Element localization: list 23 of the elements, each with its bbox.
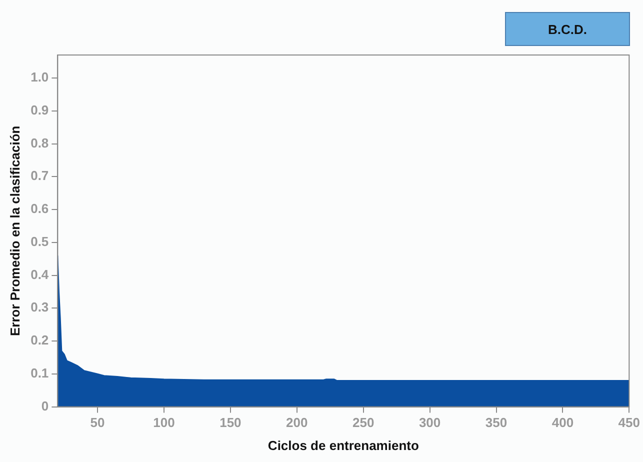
y-tick-label: 0.9 [30, 102, 49, 118]
y-tick-label: 0.5 [30, 234, 49, 249]
y-axis-title: Error Promedio en la clasificación [7, 126, 22, 336]
y-tick-label: 1.0 [30, 70, 49, 85]
x-tick-label: 200 [286, 415, 308, 430]
x-tick-label: 50 [90, 415, 105, 430]
x-tick-label: 100 [153, 415, 175, 430]
y-tick-label: 0.6 [30, 201, 49, 216]
x-tick-label: 300 [418, 415, 441, 430]
y-tick-label: 0.2 [30, 332, 49, 348]
y-tick-label: 0.8 [30, 135, 49, 150]
y-tick-label: 0.4 [30, 266, 50, 282]
x-tick-label: 400 [552, 415, 574, 430]
y-tick-label: 0.3 [30, 300, 49, 315]
y-tick-label: 0.7 [30, 168, 49, 184]
x-tick-label: 150 [220, 415, 242, 430]
text: B.C.D. [505, 12, 630, 46]
x-axis-title: Ciclos de entrenamiento [268, 438, 419, 453]
y-tick-label: 0.1 [30, 366, 49, 380]
y-tick-label: 0 [41, 398, 49, 414]
x-tick-label: 250 [352, 415, 374, 430]
x-tick-label: 350 [485, 415, 508, 430]
x-tick-label: 450 [618, 415, 640, 430]
